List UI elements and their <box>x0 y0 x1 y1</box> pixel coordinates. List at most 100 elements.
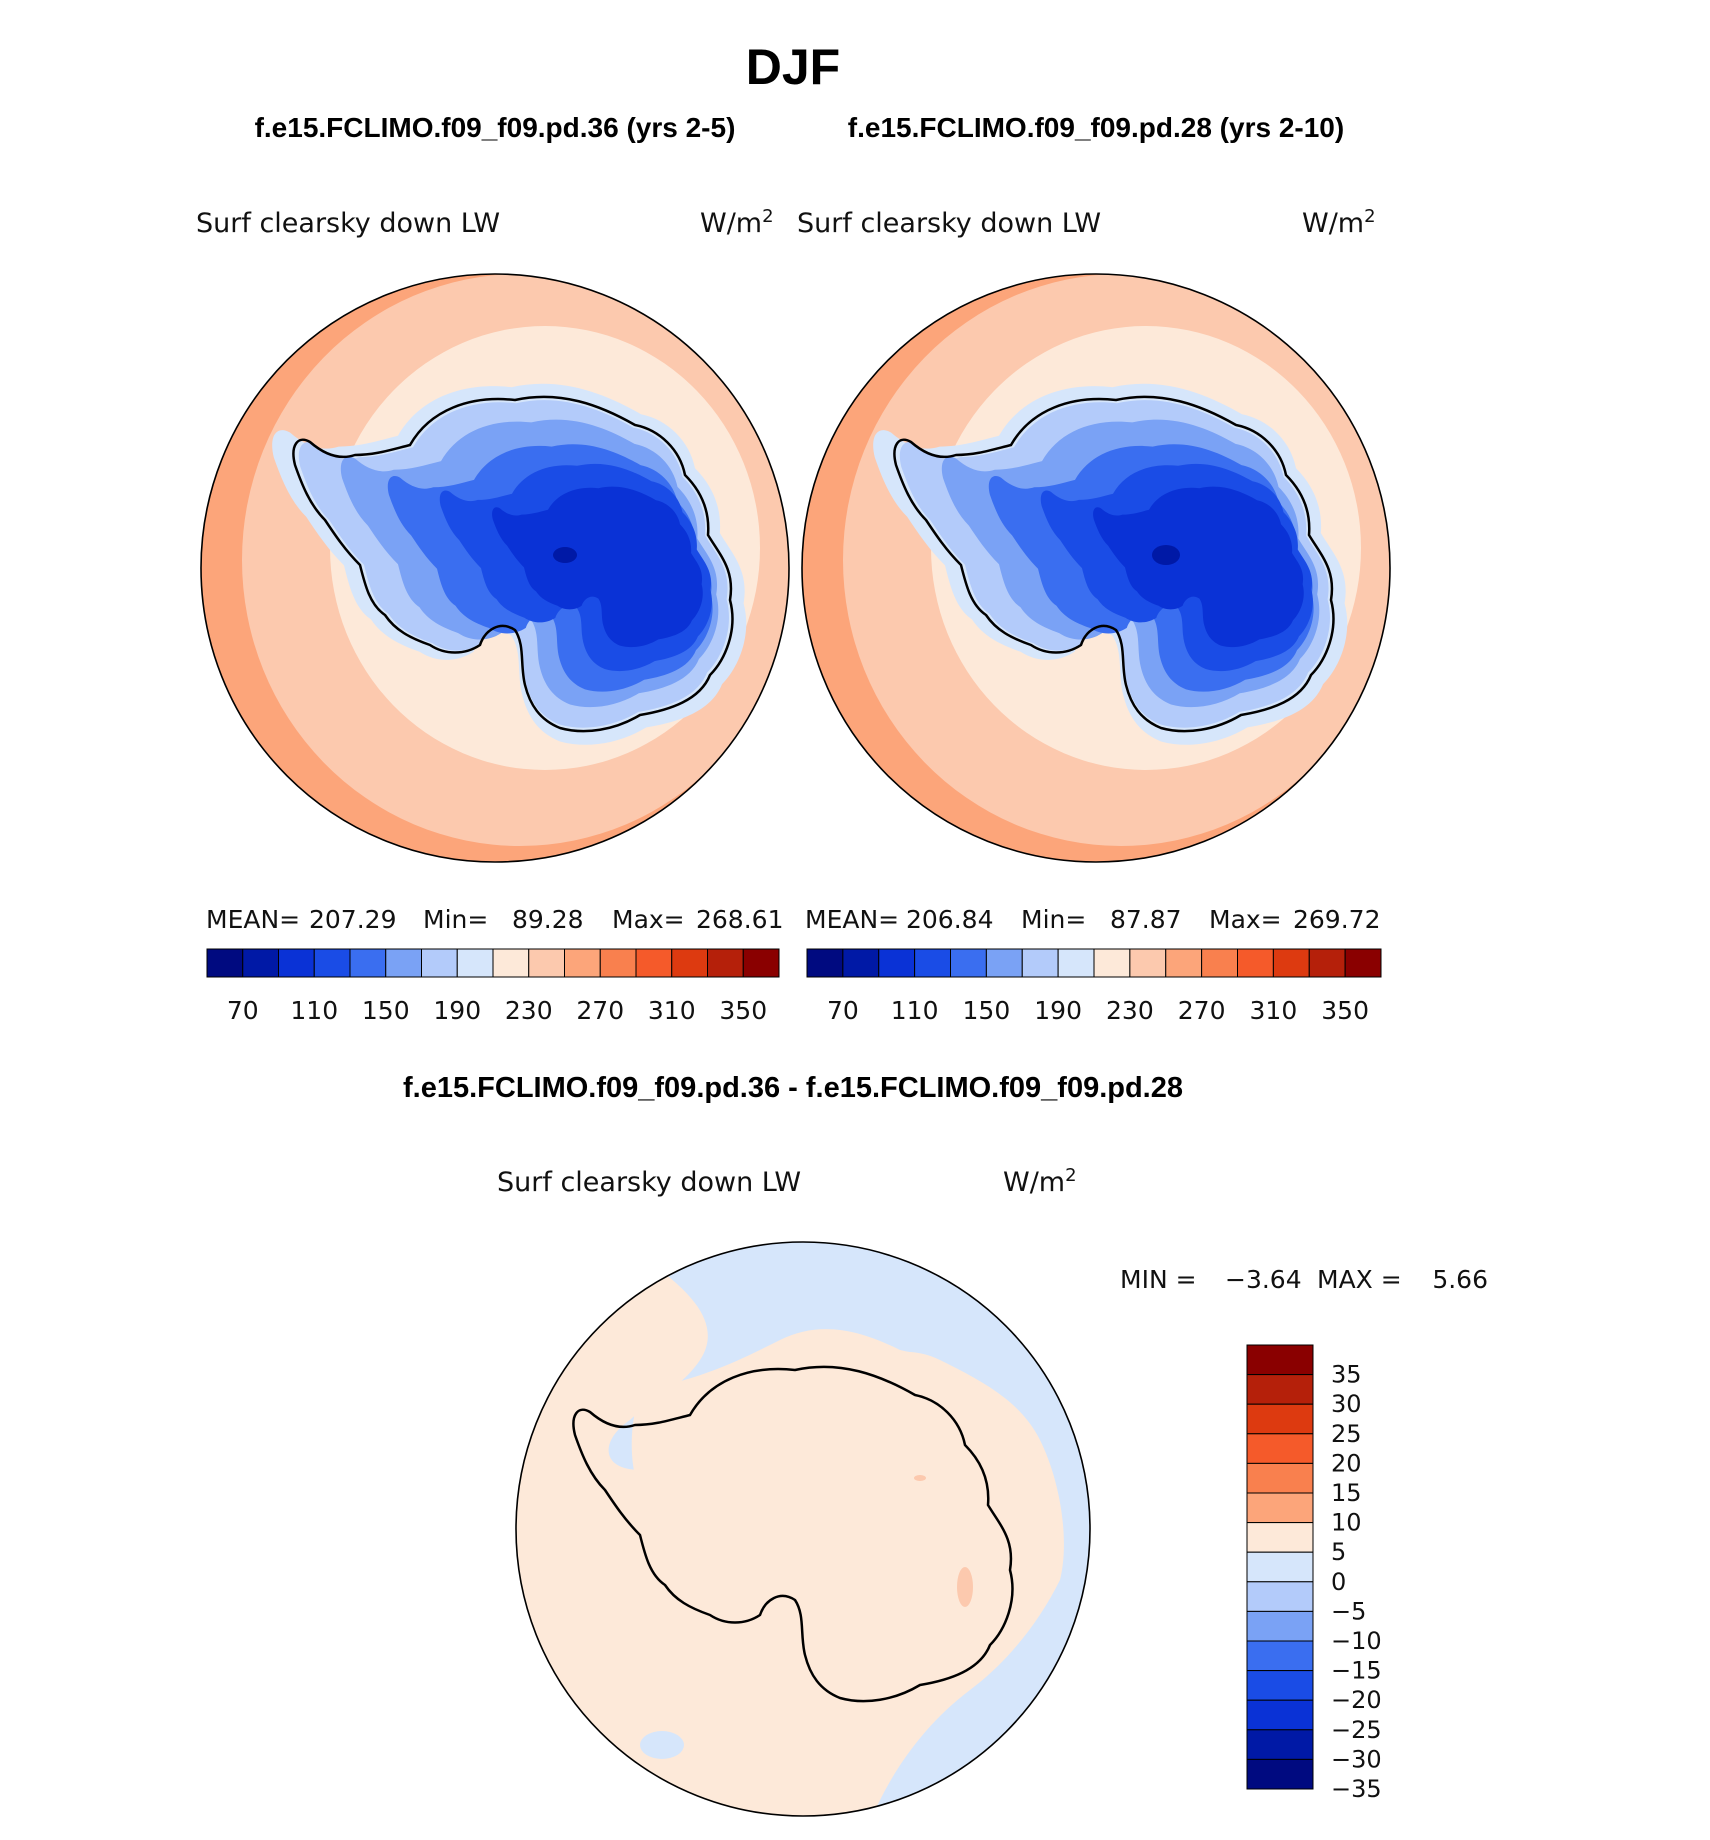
panel-right-colorbar-swatch <box>1165 948 1203 978</box>
panel-right-colorbar-tick-label: 310 <box>1250 996 1298 1025</box>
diff-colorbar-swatch <box>1246 1403 1314 1435</box>
panel-right-colorbar-swatch <box>950 948 987 978</box>
panel-right-colorbar-tick-label: 150 <box>963 996 1011 1025</box>
panel-right-colorbar-tick-label: 350 <box>1321 996 1369 1025</box>
diff-colorbar-tick-label: −35 <box>1331 1775 1382 1803</box>
panel-right-mean-label: MEAN= <box>805 905 899 934</box>
diff-colorbar-swatch <box>1246 1433 1314 1464</box>
diff-colorbar-tick-label: −5 <box>1331 1597 1366 1625</box>
panel-right-map-border <box>801 273 1391 863</box>
panel-right-colorbar-swatch <box>1344 948 1382 978</box>
panel-left-colorbar-tick-label: 150 <box>362 996 410 1025</box>
panel-left-colorbar-tick-label: 70 <box>227 996 259 1025</box>
panel-left-colorbar-tick-label: 190 <box>433 996 481 1025</box>
panel-left-units: W/m2 <box>700 206 774 239</box>
panel-right-mean-value: 206.84 <box>906 905 993 934</box>
diff-colorbar-swatch <box>1246 1581 1314 1612</box>
panel-left-colorbar-swatch <box>385 948 422 978</box>
panel-left-colorbar-swatch <box>242 948 279 978</box>
diff-colorbar-tick-label: 20 <box>1331 1449 1362 1477</box>
diff-colorbar-tick-label: 15 <box>1331 1479 1362 1507</box>
panel-right-colorbar: 70 110 150 190 230 270 310 350 <box>806 948 1382 1025</box>
panel-left-colorbar-swatch <box>635 948 673 978</box>
panel-right-colorbar-swatch <box>1201 948 1238 978</box>
panel-right-max-label: Max= <box>1209 905 1282 934</box>
panel-right-colorbar-swatch <box>842 948 880 978</box>
panel-left-max-label: Max= <box>612 905 685 934</box>
diff-colorbar-swatch <box>1246 1670 1314 1701</box>
panel-left-map-border <box>200 273 790 863</box>
diff-colorbar-swatch <box>1246 1610 1314 1642</box>
diff-colorbar-swatch <box>1246 1758 1314 1790</box>
panel-right-min-value: 87.87 <box>1110 905 1182 934</box>
diff-variable-label: Surf clearsky down LW <box>497 1167 801 1198</box>
panel-right-colorbar-tick-label: 110 <box>891 996 939 1025</box>
panel-right-colorbar-swatch <box>878 948 916 978</box>
diff-colorbar-swatch <box>1246 1374 1314 1405</box>
panel-left-colorbar-swatch <box>349 948 387 978</box>
diff-colorbar-tick-label: 35 <box>1331 1361 1362 1389</box>
diff-colorbar-tick-label: −25 <box>1331 1716 1382 1744</box>
panel-left-colorbar-swatch <box>421 948 458 978</box>
diff-colorbar-tick-label: −10 <box>1331 1627 1382 1655</box>
diff-min-label: MIN = <box>1120 1265 1197 1294</box>
panel-left-colorbar-swatch <box>278 948 315 978</box>
diff-colorbar-swatch <box>1246 1640 1314 1672</box>
panel-left-colorbar-tick-label: 350 <box>719 996 767 1025</box>
panel-left-colorbar-tick-label: 310 <box>648 996 696 1025</box>
diff-colorbar-tick-label: 25 <box>1331 1420 1362 1448</box>
panel-right-colorbar-swatch <box>1021 948 1059 978</box>
diff-colorbar-swatch <box>1246 1729 1314 1760</box>
panel-right-colorbar-swatch <box>1129 948 1167 978</box>
diff-colorbar-swatch <box>1246 1551 1314 1583</box>
panel-left-colorbar-swatch <box>206 948 244 978</box>
diff-colorbar-swatch <box>1246 1699 1314 1731</box>
panel-right-colorbar-swatch <box>806 948 844 978</box>
panel-right-variable-label: Surf clearsky down LW <box>797 208 1101 239</box>
diff-map-border <box>515 1241 1091 1817</box>
page-title: DJF <box>746 39 840 95</box>
panel-left-colorbar-swatch <box>492 948 530 978</box>
diff-colorbar-tick-label: 10 <box>1331 1509 1362 1537</box>
panel-right-case-title: f.e15.FCLIMO.f09_f09.pd.28 (yrs 2-10) <box>848 112 1344 143</box>
panel-left-map <box>201 274 789 862</box>
panel-left-colorbar-swatch <box>456 948 494 978</box>
panel-right-max-value: 269.72 <box>1293 905 1380 934</box>
diff-stats: MIN = −3.64 MAX = 5.66 <box>1120 1265 1488 1294</box>
panel-left-case-title: f.e15.FCLIMO.f09_f09.pd.36 (yrs 2-5) <box>255 112 736 143</box>
panel-left-colorbar-swatch <box>742 948 780 978</box>
diff-colorbar-tick-label: −15 <box>1331 1657 1382 1685</box>
diff-min-value: −3.64 <box>1225 1265 1302 1294</box>
panel-left-colorbar-tick-label: 110 <box>290 996 338 1025</box>
diff-max-value: 5.66 <box>1432 1265 1488 1294</box>
panel-left-min-label: Min= <box>423 905 488 934</box>
panel-left-mean-label: MEAN= <box>206 905 300 934</box>
panel-left-colorbar-swatch <box>564 948 601 978</box>
panel-right-colorbar-swatch <box>1057 948 1095 978</box>
panel-diff: f.e15.FCLIMO.f09_f09.pd.36 - f.e15.FCLIM… <box>403 1072 1488 1817</box>
diff-colorbar-tick-label: −30 <box>1331 1745 1382 1773</box>
panel-left-mean-value: 207.29 <box>309 905 396 934</box>
diff-map <box>516 1242 1090 1816</box>
panel-left-colorbar: 70 110 150 190 230 270 310 350 <box>206 948 780 1025</box>
panel-left-colorbar-tick-label: 230 <box>505 996 553 1025</box>
panel-right-min-label: Min= <box>1021 905 1086 934</box>
panel-left-min-value: 89.28 <box>512 905 584 934</box>
panel-left-colorbar-swatch <box>599 948 637 978</box>
diff-colorbar-swatch <box>1246 1522 1314 1553</box>
panel-left-colorbar-swatch <box>313 948 351 978</box>
panel-right-colorbar-swatch <box>1237 948 1274 978</box>
panel-right-colorbar-swatch <box>985 948 1023 978</box>
diff-colorbar-tick-label: 0 <box>1331 1568 1346 1596</box>
panel-right-colorbar-tick-label: 190 <box>1034 996 1082 1025</box>
panel-right-colorbar-swatch <box>1093 948 1131 978</box>
diff-colorbar-swatch <box>1246 1492 1314 1524</box>
panel-right-stats: MEAN= 206.84 Min= 87.87 Max= 269.72 <box>805 905 1380 934</box>
diff-title: f.e15.FCLIMO.f09_f09.pd.36 - f.e15.FCLIM… <box>403 1072 1183 1104</box>
diff-max-label: MAX = <box>1317 1265 1402 1294</box>
panel-right-colorbar-tick-label: 270 <box>1178 996 1226 1025</box>
panel-left-colorbar-swatch <box>707 948 744 978</box>
panel-left-colorbar-tick-label: 270 <box>576 996 624 1025</box>
panel-right: f.e15.FCLIMO.f09_f09.pd.28 (yrs 2-10) Su… <box>797 112 1391 1025</box>
